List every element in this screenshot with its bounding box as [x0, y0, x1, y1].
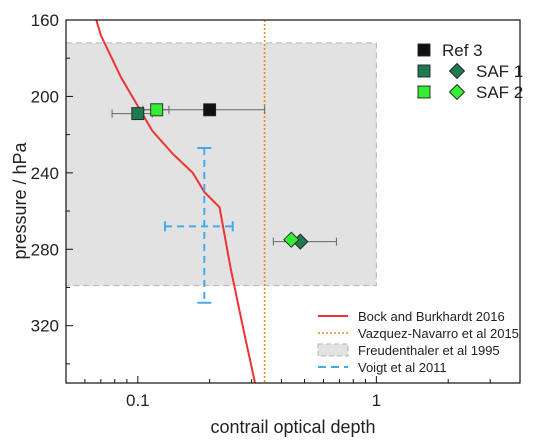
plot-layer: [65, 19, 377, 384]
x-tick-label: 1: [372, 391, 381, 410]
y-axis-label: pressure / hPa: [10, 141, 30, 259]
legend-ref-3-square: [417, 43, 431, 57]
x-axis-label: contrail optical depth: [210, 417, 375, 437]
legend-saf-2-square: [417, 85, 431, 99]
legend-bottom-label: Bock and Burkhardt 2016: [358, 309, 505, 324]
freudenthaler-box: [65, 42, 377, 287]
y-tick-label: 200: [31, 87, 59, 106]
x-tick-label: 0.1: [126, 391, 150, 410]
legend-bottom-label: Freudenthaler et al 1995: [358, 343, 500, 358]
legend-top-label: SAF 2: [476, 83, 523, 102]
y-tick-label: 160: [31, 11, 59, 30]
plot-frame: [65, 19, 521, 384]
ref-3-square-marker-0: [203, 103, 217, 117]
y-tick-label: 320: [31, 317, 59, 336]
legend-top: Ref 3 SAF 1 SAF 2: [417, 41, 523, 102]
legend-bottom-label: Voigt et al 2011: [358, 360, 447, 375]
legend-grey-box: [317, 343, 349, 357]
saf-2-square-marker-0: [150, 103, 164, 117]
saf-2-diamond-marker-1: [283, 231, 300, 248]
legend-saf-1-square: [417, 64, 431, 78]
legend-saf-1-diamond: [448, 62, 466, 80]
legend-top-label: SAF 1: [476, 62, 523, 81]
marks-layer: [111, 103, 337, 250]
legend-top-label: Ref 3: [442, 41, 483, 60]
y-tick-label: 280: [31, 240, 59, 259]
legend-bottom: Bock and Burkhardt 2016 Vazquez-Navarro e…: [317, 309, 519, 375]
y-tick-label: 240: [31, 164, 59, 183]
saf-1-square-marker-0: [131, 107, 145, 121]
legend-bottom-label: Vazquez-Navarro et al 2015: [358, 326, 519, 341]
bock-burkhardt-curve: [95, 19, 257, 384]
legend-saf-2-diamond: [448, 83, 466, 101]
axis-layer: 160 200 240 280 320 0.1 1: [31, 11, 491, 410]
